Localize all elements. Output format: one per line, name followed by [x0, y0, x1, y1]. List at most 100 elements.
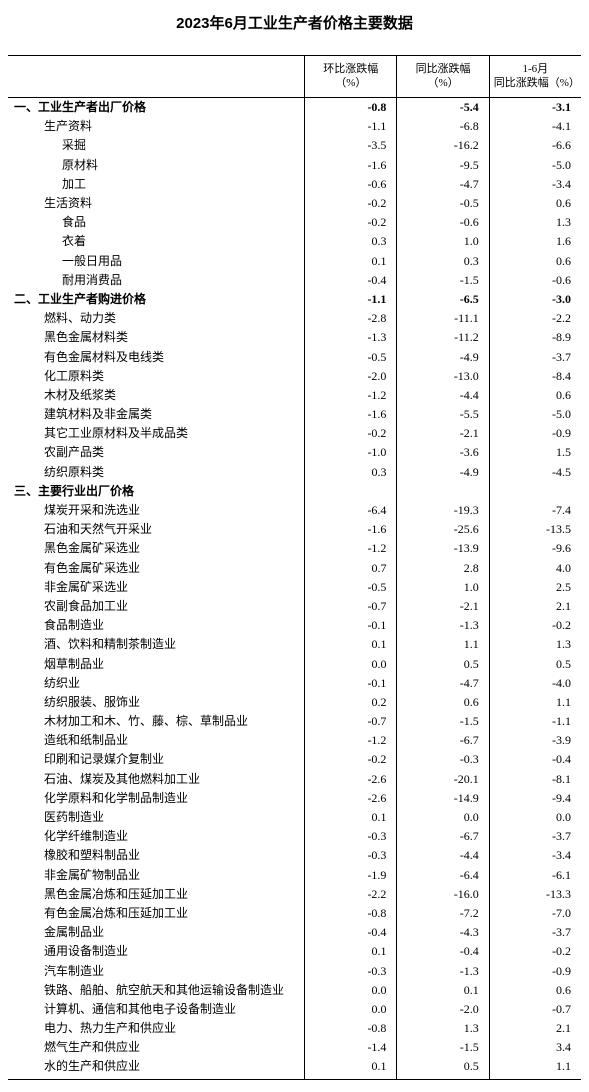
- row-mom: -1.2: [305, 539, 397, 558]
- row-mom: -0.3: [305, 846, 397, 865]
- row-yoy: -20.1: [397, 769, 489, 788]
- row-mom: -0.8: [305, 1019, 397, 1038]
- table-row: 化学原料和化学制品制造业-2.6-14.9-9.4: [8, 788, 581, 807]
- table-row: 铁路、船舶、航空航天和其他运输设备制造业0.00.10.6: [8, 980, 581, 999]
- row-ytd: 0.5: [489, 654, 581, 673]
- row-mom: 0.0: [305, 999, 397, 1018]
- row-yoy: -1.5: [397, 1038, 489, 1057]
- row-yoy: -1.5: [397, 270, 489, 289]
- row-yoy: -0.5: [397, 194, 489, 213]
- row-ytd: 1.1: [489, 1057, 581, 1079]
- row-yoy: -4.3: [397, 923, 489, 942]
- row-yoy: -5.5: [397, 405, 489, 424]
- row-label: 化工原料类: [8, 366, 305, 385]
- row-yoy: -1.3: [397, 961, 489, 980]
- table-row: 造纸和纸制品业-1.2-6.7-3.9: [8, 731, 581, 750]
- row-mom: -1.6: [305, 520, 397, 539]
- row-yoy: -4.9: [397, 462, 489, 481]
- row-label: 计算机、通信和其他电子设备制造业: [8, 999, 305, 1018]
- row-yoy: 0.1: [397, 980, 489, 999]
- row-label: 金属制品业: [8, 923, 305, 942]
- row-ytd: -4.5: [489, 462, 581, 481]
- row-yoy: -4.4: [397, 385, 489, 404]
- row-yoy: -19.3: [397, 501, 489, 520]
- row-ytd: 3.4: [489, 1038, 581, 1057]
- row-mom: 0.0: [305, 980, 397, 999]
- row-ytd: -6.1: [489, 865, 581, 884]
- row-yoy: 1.1: [397, 635, 489, 654]
- row-ytd: -3.9: [489, 731, 581, 750]
- row-ytd: 0.6: [489, 251, 581, 270]
- row-yoy: 0.3: [397, 251, 489, 270]
- row-yoy: -6.4: [397, 865, 489, 884]
- row-yoy: -4.7: [397, 673, 489, 692]
- row-label: 生产资料: [8, 117, 305, 136]
- row-yoy: -6.8: [397, 117, 489, 136]
- row-yoy: 2.8: [397, 558, 489, 577]
- table-row: 采掘-3.5-16.2-6.6: [8, 136, 581, 155]
- row-label: 化学纤维制造业: [8, 827, 305, 846]
- row-mom: -2.0: [305, 366, 397, 385]
- row-yoy: -6.5: [397, 289, 489, 308]
- row-label: 黑色金属矿采选业: [8, 539, 305, 558]
- row-mom: -0.2: [305, 424, 397, 443]
- table-row: 化工原料类-2.0-13.0-8.4: [8, 366, 581, 385]
- row-ytd: -0.4: [489, 750, 581, 769]
- row-label: 橡胶和塑料制品业: [8, 846, 305, 865]
- row-mom: 0.2: [305, 692, 397, 711]
- table-row: 耐用消费品-0.4-1.5-0.6: [8, 270, 581, 289]
- row-yoy: -14.9: [397, 788, 489, 807]
- row-label: 印刷和记录媒介复制业: [8, 750, 305, 769]
- row-ytd: -0.2: [489, 616, 581, 635]
- row-ytd: 0.6: [489, 385, 581, 404]
- table-row: 二、工业生产者购进价格-1.1-6.5-3.0: [8, 289, 581, 308]
- row-ytd: -9.6: [489, 539, 581, 558]
- row-yoy: -13.9: [397, 539, 489, 558]
- table-row: 食品制造业-0.1-1.3-0.2: [8, 616, 581, 635]
- row-mom: -0.2: [305, 194, 397, 213]
- row-label: 燃料、动力类: [8, 309, 305, 328]
- row-label: 纺织服装、服饰业: [8, 692, 305, 711]
- row-ytd: -8.4: [489, 366, 581, 385]
- table-row: 燃气生产和供应业-1.4-1.53.4: [8, 1038, 581, 1057]
- row-label: 食品: [8, 213, 305, 232]
- row-yoy: 1.0: [397, 232, 489, 251]
- row-mom: -0.2: [305, 213, 397, 232]
- row-label: 采掘: [8, 136, 305, 155]
- table-row: 电力、热力生产和供应业-0.81.32.1: [8, 1019, 581, 1038]
- row-mom: 0.0: [305, 654, 397, 673]
- row-yoy: -4.4: [397, 846, 489, 865]
- row-mom: -0.3: [305, 961, 397, 980]
- row-yoy: -0.6: [397, 213, 489, 232]
- row-yoy: -11.2: [397, 328, 489, 347]
- table-row: 酒、饮料和精制茶制造业0.11.11.3: [8, 635, 581, 654]
- row-label: 有色金属矿采选业: [8, 558, 305, 577]
- table-row: 生活资料-0.2-0.50.6: [8, 194, 581, 213]
- page-title: 2023年6月工业生产者价格主要数据: [8, 12, 581, 33]
- table-row: 纺织原料类0.3-4.9-4.5: [8, 462, 581, 481]
- row-label: 通用设备制造业: [8, 942, 305, 961]
- row-label: 有色金属材料及电线类: [8, 347, 305, 366]
- row-label: 汽车制造业: [8, 961, 305, 980]
- table-row: 医药制造业0.10.00.0: [8, 808, 581, 827]
- row-yoy: -0.4: [397, 942, 489, 961]
- row-label: 烟草制品业: [8, 654, 305, 673]
- table-row: 衣着0.31.01.6: [8, 232, 581, 251]
- row-label: 造纸和纸制品业: [8, 731, 305, 750]
- header-col-category: [8, 56, 305, 98]
- table-row: 建筑材料及非金属类-1.6-5.5-5.0: [8, 405, 581, 424]
- table-row: 一、工业生产者出厂价格-0.8-5.4-3.1: [8, 97, 581, 117]
- row-mom: -0.1: [305, 616, 397, 635]
- row-label: 其它工业原材料及半成品类: [8, 424, 305, 443]
- row-label: 石油和天然气开采业: [8, 520, 305, 539]
- row-ytd: [489, 481, 581, 500]
- row-label: 非金属矿物制品业: [8, 865, 305, 884]
- row-ytd: 2.5: [489, 577, 581, 596]
- row-ytd: -4.0: [489, 673, 581, 692]
- table-row: 农副食品加工业-0.7-2.12.1: [8, 596, 581, 615]
- row-ytd: -3.7: [489, 923, 581, 942]
- row-mom: -1.6: [305, 155, 397, 174]
- row-label: 二、工业生产者购进价格: [8, 289, 305, 308]
- row-label: 原材料: [8, 155, 305, 174]
- row-mom: 0.1: [305, 251, 397, 270]
